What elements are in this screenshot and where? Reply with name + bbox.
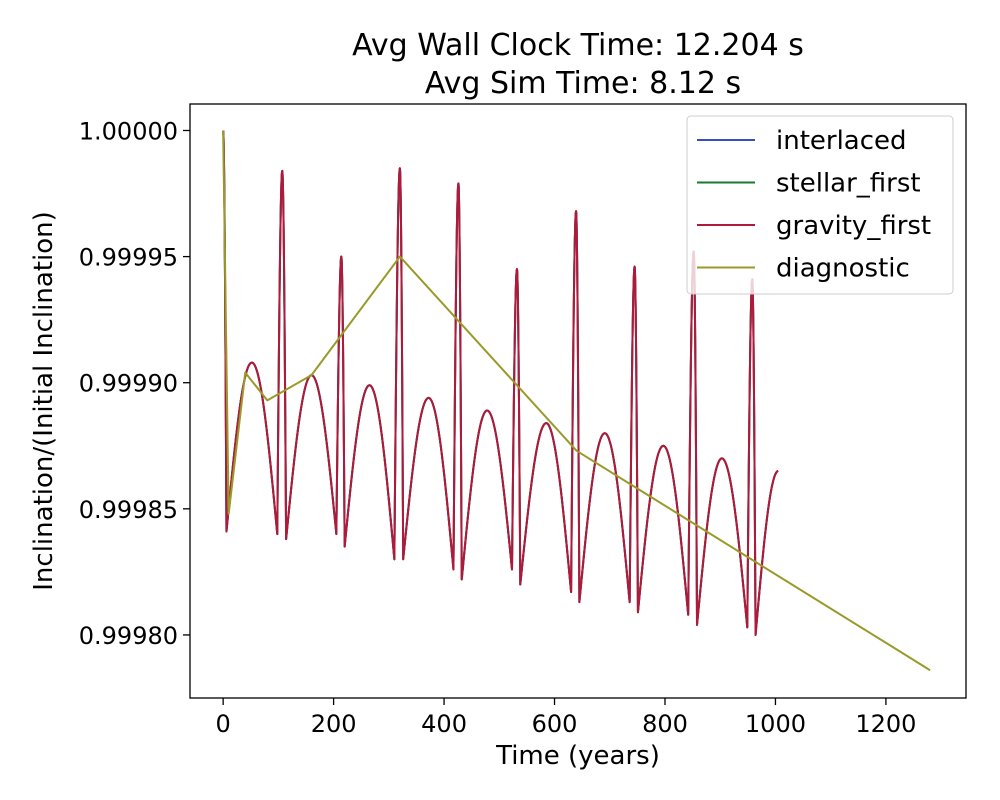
y-axis: 0.99980 0.99985 0.99990 0.99995 1.00000 <box>79 117 190 650</box>
series-layer <box>222 130 931 672</box>
legend-label-stellar-first: stellar_first <box>776 169 921 199</box>
y-tick-label: 0.99985 <box>79 496 178 524</box>
y-axis-label: Inclination/(Initial Inclination) <box>29 211 59 590</box>
legend: interlaced stellar_first gravity_firstdiag… <box>686 115 954 295</box>
y-tick-label: 0.99980 <box>79 622 178 650</box>
legend-box <box>686 115 954 295</box>
y-tick-label: 0.99990 <box>79 370 178 398</box>
y-tick-label: 0.99995 <box>79 244 178 272</box>
legend-label-diagnostic: diagnostic <box>776 254 910 284</box>
x-axis-label: Time (years) <box>495 741 660 771</box>
series-line-gravity-first <box>222 130 779 636</box>
x-tick-label: 400 <box>421 710 467 738</box>
chart-title-line-2: Avg Sim Time: 8.12 s <box>425 66 741 101</box>
y-tick-label: 1.00000 <box>79 117 178 145</box>
x-tick-label: 0 <box>215 710 230 738</box>
x-tick-label: 1200 <box>855 710 916 738</box>
chart-title-line-1: Avg Wall Clock Time: 12.204 s <box>352 28 804 63</box>
x-tick-label: 600 <box>532 710 578 738</box>
legend-label-gravity-first: gravity_first <box>776 211 931 241</box>
x-tick-label: 1000 <box>745 710 806 738</box>
x-tick-label: 800 <box>642 710 688 738</box>
plot-frame <box>189 103 967 699</box>
legend-label-interlaced: interlaced <box>776 126 907 156</box>
series-line-diagnostic <box>222 130 931 672</box>
x-axis: 0 200 400 600 800 1000 1200 <box>215 698 916 738</box>
x-tick-label: 200 <box>311 710 357 738</box>
